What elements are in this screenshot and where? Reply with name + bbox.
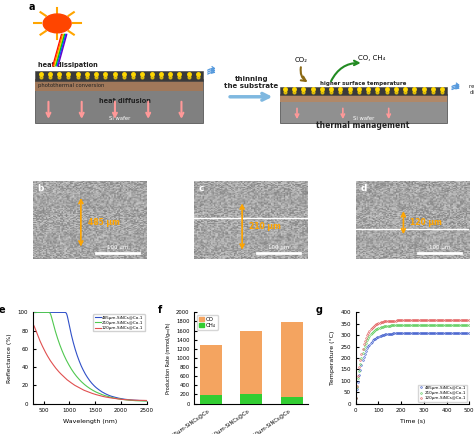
- Y-axis label: Reflectance (%): Reflectance (%): [7, 333, 12, 383]
- Line: 485μm-SiNCs@Co-1: 485μm-SiNCs@Co-1: [33, 312, 147, 401]
- Bar: [200, 345, 222, 395]
- Text: b: b: [38, 184, 44, 193]
- Line: 210μm-SiNCs@Co-1: 210μm-SiNCs@Co-1: [33, 312, 147, 401]
- 120μm-SiNCs@Co-1: [109, 395, 114, 401]
- 210μm-SiNCs@Co-1: [121, 397, 127, 402]
- 210μm-SiNCs@Co-1: [353, 395, 358, 401]
- Text: d: d: [360, 184, 366, 193]
- 120μm-SiNCs@Co-1: [411, 318, 417, 323]
- Text: thinning
the substrate: thinning the substrate: [224, 76, 278, 89]
- Text: 120 μm: 120 μm: [410, 218, 442, 227]
- 210μm-SiNCs@Co-1: [411, 322, 417, 328]
- FancyBboxPatch shape: [280, 87, 447, 95]
- 210μm-SiNCs@Co-1: [81, 381, 86, 386]
- Text: CO₂: CO₂: [295, 56, 308, 62]
- 120μm-SiNCs@Co-1: [119, 397, 125, 402]
- 485μm-SiNCs@Co-1: [379, 333, 385, 338]
- X-axis label: Wavelength (nm): Wavelength (nm): [63, 419, 117, 424]
- FancyBboxPatch shape: [36, 79, 203, 123]
- 120μm-SiNCs@Co-1: [379, 319, 385, 325]
- Text: f: f: [158, 305, 163, 315]
- Text: a: a: [29, 2, 36, 12]
- 210μm-SiNCs@Co-1: [76, 377, 82, 382]
- 210μm-SiNCs@Co-1: [465, 322, 471, 328]
- Text: 210 μm: 210 μm: [249, 222, 281, 231]
- Text: Si wafer: Si wafer: [109, 116, 130, 121]
- 210μm-SiNCs@Co-1: [109, 395, 114, 400]
- Text: Si wafer: Si wafer: [353, 116, 374, 121]
- Text: 485 μm: 485 μm: [88, 218, 119, 227]
- 485μm-SiNCs@Co-1: [109, 394, 114, 399]
- Legend: 485μm-SiNCs@Co-1, 210μm-SiNCs@Co-1, 120μm-SiNCs@Co-1: 485μm-SiNCs@Co-1, 210μm-SiNCs@Co-1, 120μ…: [93, 314, 145, 332]
- Line: 210μm-SiNCs@Co-1: 210μm-SiNCs@Co-1: [355, 324, 469, 399]
- 120μm-SiNCs@Co-1: [460, 318, 465, 323]
- 210μm-SiNCs@Co-1: [42, 310, 47, 315]
- FancyBboxPatch shape: [36, 71, 203, 81]
- 485μm-SiNCs@Co-1: [144, 398, 150, 403]
- 210μm-SiNCs@Co-1: [420, 322, 426, 328]
- Circle shape: [43, 14, 71, 33]
- 210μm-SiNCs@Co-1: [456, 322, 462, 328]
- FancyBboxPatch shape: [280, 94, 447, 123]
- 485μm-SiNCs@Co-1: [420, 330, 426, 335]
- 485μm-SiNCs@Co-1: [42, 310, 47, 315]
- Y-axis label: Temperature (°C): Temperature (°C): [330, 331, 335, 385]
- Text: heat diffusion: heat diffusion: [99, 99, 151, 105]
- 120μm-SiNCs@Co-1: [374, 321, 380, 326]
- 485μm-SiNCs@Co-1: [353, 395, 358, 401]
- 120μm-SiNCs@Co-1: [353, 395, 358, 401]
- 210μm-SiNCs@Co-1: [460, 322, 465, 328]
- Y-axis label: Production Rate (mmol/gₙₙ/h): Production Rate (mmol/gₙₙ/h): [165, 322, 171, 394]
- X-axis label: Time (s): Time (s): [400, 419, 425, 424]
- 210μm-SiNCs@Co-1: [374, 326, 380, 331]
- Line: 120μm-SiNCs@Co-1: 120μm-SiNCs@Co-1: [355, 319, 469, 399]
- Line: 120μm-SiNCs@Co-1: 120μm-SiNCs@Co-1: [33, 325, 147, 401]
- FancyBboxPatch shape: [280, 94, 447, 102]
- Text: g: g: [316, 305, 323, 315]
- 120μm-SiNCs@Co-1: [420, 318, 426, 323]
- 485μm-SiNCs@Co-1: [121, 397, 127, 402]
- 485μm-SiNCs@Co-1: [465, 330, 471, 335]
- 485μm-SiNCs@Co-1: [374, 335, 380, 340]
- Legend: 485μm-SiNCs@Co-1, 210μm-SiNCs@Co-1, 120μm-SiNCs@Co-1: 485μm-SiNCs@Co-1, 210μm-SiNCs@Co-1, 120μ…: [418, 385, 467, 401]
- 120μm-SiNCs@Co-1: [76, 385, 82, 390]
- 485μm-SiNCs@Co-1: [30, 310, 36, 315]
- 210μm-SiNCs@Co-1: [30, 310, 36, 315]
- Text: higher surface temperature: higher surface temperature: [320, 81, 407, 86]
- Text: 100 μm: 100 μm: [268, 246, 289, 250]
- Bar: [281, 322, 303, 397]
- Bar: [281, 397, 303, 404]
- 485μm-SiNCs@Co-1: [460, 330, 465, 335]
- Text: reduced heat
dissipation: reduced heat dissipation: [469, 84, 474, 95]
- FancyBboxPatch shape: [36, 79, 203, 92]
- Text: c: c: [199, 184, 204, 193]
- Bar: [200, 395, 222, 404]
- Legend: CO, CH₄: CO, CH₄: [197, 315, 218, 329]
- 485μm-SiNCs@Co-1: [411, 330, 417, 335]
- 210μm-SiNCs@Co-1: [144, 398, 150, 404]
- Bar: [240, 395, 262, 404]
- 120μm-SiNCs@Co-1: [30, 322, 36, 328]
- 210μm-SiNCs@Co-1: [379, 324, 385, 329]
- 120μm-SiNCs@Co-1: [456, 318, 462, 323]
- Text: photothermal conversion: photothermal conversion: [37, 82, 104, 88]
- 120μm-SiNCs@Co-1: [42, 349, 47, 354]
- Text: 100 μm: 100 μm: [107, 246, 128, 250]
- 485μm-SiNCs@Co-1: [76, 358, 82, 363]
- 485μm-SiNCs@Co-1: [119, 396, 125, 401]
- 210μm-SiNCs@Co-1: [119, 397, 125, 402]
- 120μm-SiNCs@Co-1: [144, 398, 150, 403]
- 485μm-SiNCs@Co-1: [81, 368, 86, 373]
- 120μm-SiNCs@Co-1: [465, 318, 471, 323]
- 485μm-SiNCs@Co-1: [456, 330, 462, 335]
- Text: CO, CH₄: CO, CH₄: [358, 55, 385, 61]
- Text: 100 μm: 100 μm: [429, 246, 450, 250]
- Line: 485μm-SiNCs@Co-1: 485μm-SiNCs@Co-1: [355, 332, 469, 399]
- 120μm-SiNCs@Co-1: [81, 387, 86, 392]
- 120μm-SiNCs@Co-1: [121, 397, 127, 402]
- Text: thermal management: thermal management: [316, 121, 409, 130]
- Text: heat dissipation: heat dissipation: [37, 62, 97, 68]
- Text: e: e: [0, 305, 6, 315]
- Bar: [240, 332, 262, 395]
